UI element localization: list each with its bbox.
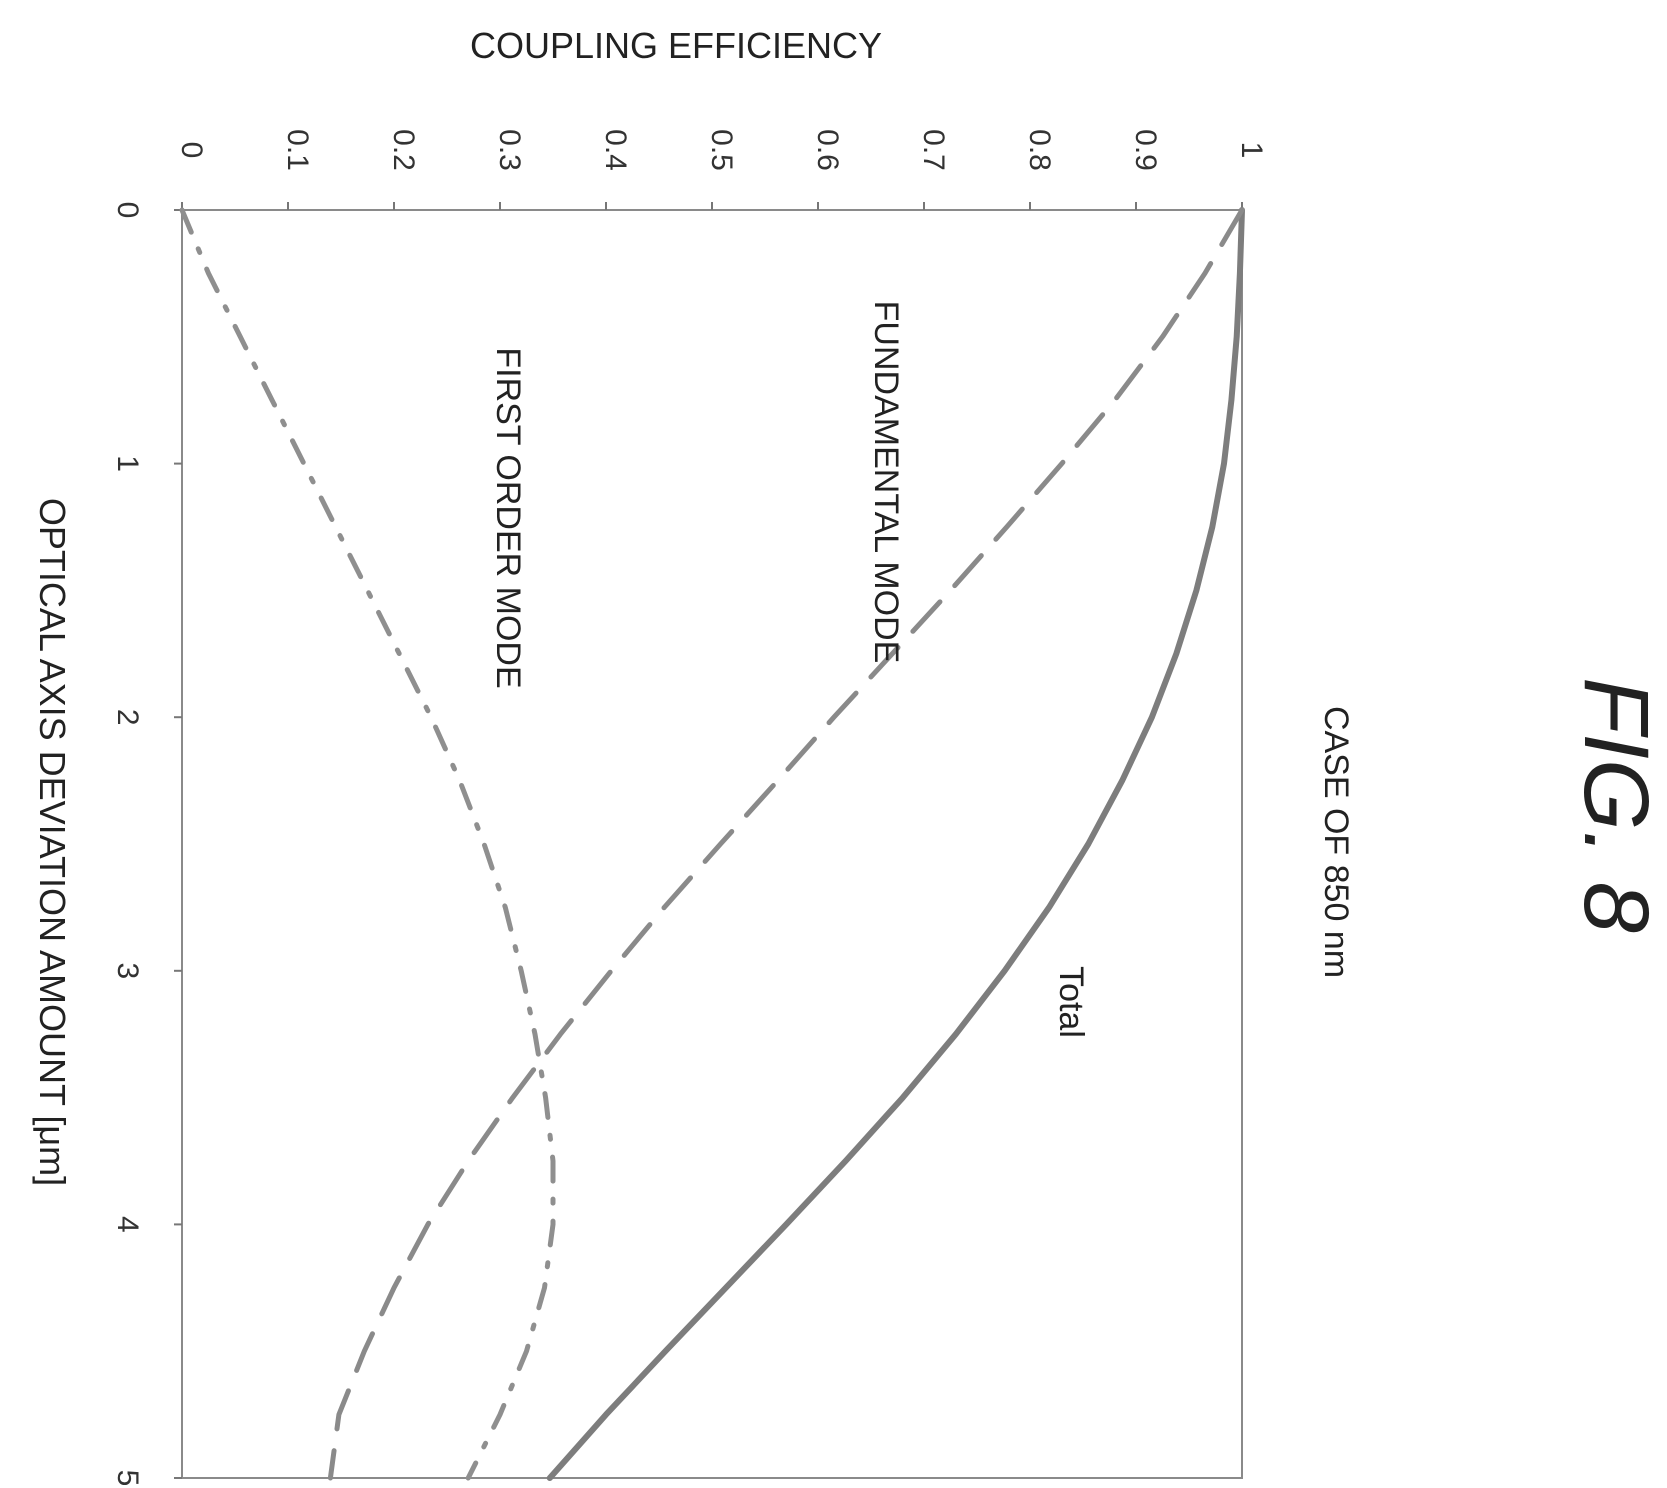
y-tick-label: 0.9 <box>1129 129 1162 171</box>
x-tick-label: 1 <box>111 455 144 472</box>
annotation-first-order-mode: FIRST ORDER MODE <box>489 347 527 688</box>
x-tick-label: 4 <box>111 1216 144 1233</box>
y-tick-label: 0.5 <box>705 129 738 171</box>
tick-marks <box>174 202 1243 1479</box>
y-axis-title: COUPLING EFFICIENCY <box>470 25 882 66</box>
x-tick-label: 5 <box>111 1470 144 1487</box>
y-tick-label: 0.6 <box>811 129 844 171</box>
y-tick-labels: 0 0.1 0.2 0.3 0.4 0.5 0.6 0.7 0.8 0.9 1 <box>175 129 1268 171</box>
case-label: CASE OF 850 nm <box>1317 706 1355 978</box>
y-tick-label: 0.7 <box>917 129 950 171</box>
series-lines <box>179 207 1245 1481</box>
y-tick-label: 0.4 <box>599 129 632 171</box>
y-tick-label: 0.3 <box>493 129 526 171</box>
y-tick-label: 0.2 <box>387 129 420 171</box>
y-tick-label: 0.1 <box>281 129 314 171</box>
y-tick-label: 1 <box>1235 142 1268 159</box>
x-tick-labels: 0 1 2 3 4 5 <box>111 202 144 1487</box>
annotation-total: Total <box>1052 966 1090 1038</box>
x-tick-label: 0 <box>111 202 144 219</box>
x-axis-title: OPTICAL AXIS DEVIATION AMOUNT [μm] <box>32 498 73 1186</box>
x-tick-label: 2 <box>111 709 144 726</box>
figure-number: FIG. 8 <box>1565 677 1667 933</box>
series-line-total <box>546 207 1245 1481</box>
y-tick-label: 0.8 <box>1023 129 1056 171</box>
series-line-first-order-mode <box>179 207 556 1481</box>
plot-frame <box>181 209 1243 1479</box>
curve-annotations: Total FUNDAMENTAL MODE FIRST ORDER MODE <box>489 301 1090 1038</box>
x-tick-label: 3 <box>111 962 144 979</box>
y-tick-label: 0 <box>175 142 208 159</box>
series-line-fundamental-mode <box>327 207 1245 1481</box>
annotation-fundamental-mode: FUNDAMENTAL MODE <box>867 301 905 664</box>
